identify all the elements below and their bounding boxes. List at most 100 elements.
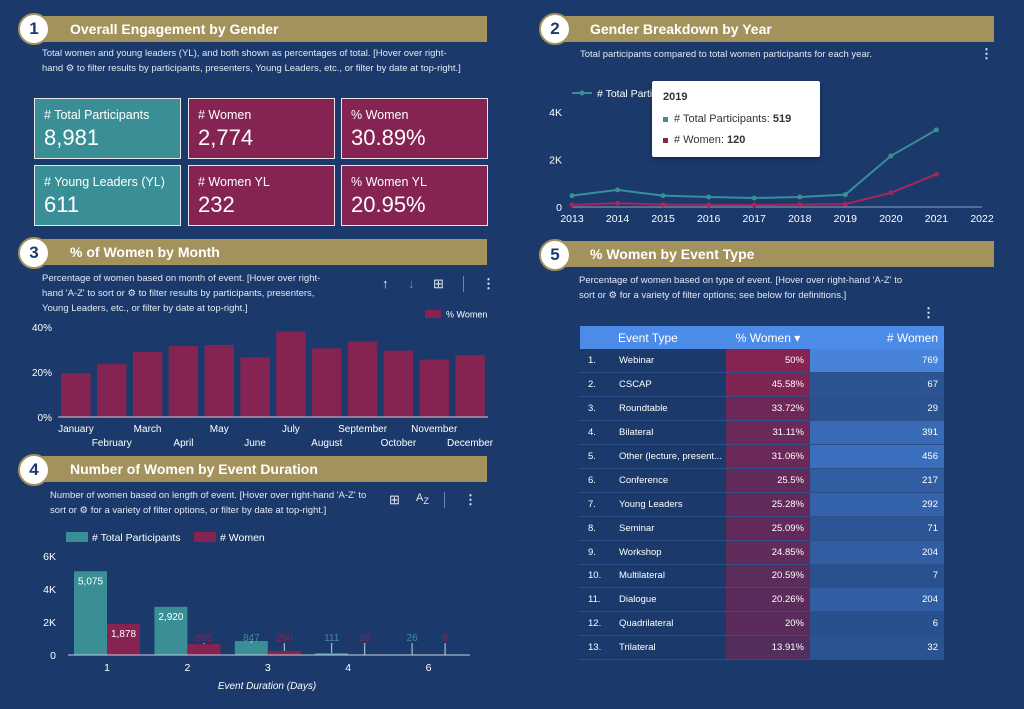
bar-duration-2-women[interactable] xyxy=(187,644,221,655)
more-vert-icon[interactable]: ⋮ xyxy=(464,492,477,507)
table-row[interactable]: 2. CSCAP 45.58% 67 xyxy=(580,372,944,398)
legend-swatch xyxy=(425,310,441,318)
series-point-1[interactable] xyxy=(615,200,621,206)
table-row[interactable]: 5. Other (lecture, present... 31.06% 456 xyxy=(580,444,944,469)
x-tick-label: 2022 xyxy=(970,213,994,225)
more-vert-icon[interactable]: ⋮ xyxy=(922,305,935,320)
series-point-0[interactable] xyxy=(615,187,621,193)
chart-settings-icon[interactable]: ⊞ xyxy=(433,276,444,291)
kpi-pct-women-yl: % Women YL 20.95% xyxy=(341,165,488,226)
table-row[interactable]: 6. Conference 25.5% 217 xyxy=(580,468,944,493)
kpi-label: # Women xyxy=(198,108,252,122)
series-point-1[interactable] xyxy=(706,202,712,208)
bar-duration-1-total[interactable] xyxy=(74,571,107,655)
more-vert-icon[interactable]: ⋮ xyxy=(980,46,993,61)
row-women-count: 29 xyxy=(810,396,944,422)
bar-december[interactable] xyxy=(455,355,485,417)
series-point-1[interactable] xyxy=(842,201,848,207)
bar-october[interactable] xyxy=(383,350,414,417)
bar-may[interactable] xyxy=(204,345,234,417)
section-1-description: Total women and young leaders (YL), and … xyxy=(42,46,482,76)
x-tick-label: 2013 xyxy=(560,213,584,225)
bar-june[interactable] xyxy=(240,357,270,417)
bar-march[interactable] xyxy=(132,351,163,417)
table-row[interactable]: 13. Trilateral 13.91% 32 xyxy=(580,635,944,661)
kpi-label: # Total Participants xyxy=(44,108,150,122)
x-tick-label: June xyxy=(244,438,266,449)
x-tick-label: 2019 xyxy=(834,213,858,225)
bar-value-label: 665 xyxy=(196,633,213,644)
row-event-type-cell: 6. Conference xyxy=(580,468,726,493)
table-row[interactable]: 1. Webinar 50% 769 xyxy=(580,349,944,374)
az-sort-icon[interactable]: AZ xyxy=(416,492,429,507)
series-point-1[interactable] xyxy=(888,190,894,196)
bar-september[interactable] xyxy=(347,341,378,417)
bar-august[interactable] xyxy=(312,348,342,417)
chart-settings-icon[interactable]: ⊞ xyxy=(389,492,400,507)
row-women-count: 204 xyxy=(810,587,944,613)
y-tick-label: 4K xyxy=(43,584,56,596)
bar-april[interactable] xyxy=(168,346,199,417)
table-row[interactable]: 9. Workshop 24.85% 204 xyxy=(580,540,944,565)
bar-july[interactable] xyxy=(276,331,306,418)
section-5-description: Percentage of women based on type of eve… xyxy=(579,273,919,303)
tooltip-total-label: # Total Participants: xyxy=(674,113,770,125)
bar-duration-2-total[interactable] xyxy=(154,606,188,655)
bar-duration-4-total[interactable] xyxy=(315,653,349,655)
bar-value-label: 26 xyxy=(407,633,419,644)
arrow-up-icon[interactable]: ↑ xyxy=(382,276,389,291)
row-women-count: 292 xyxy=(810,492,944,517)
legend-label: # Women xyxy=(220,532,265,544)
bar-duration-3-women[interactable] xyxy=(267,650,301,655)
section-1-number: 1 xyxy=(18,13,50,45)
series-point-0[interactable] xyxy=(888,153,894,159)
x-axis-title: Event Duration (Days) xyxy=(218,681,316,692)
series-point-0[interactable] xyxy=(933,127,939,133)
kpi-total-participants: # Total Participants 8,981 xyxy=(34,98,181,159)
bar-duration-3-total[interactable] xyxy=(234,641,268,655)
series-point-0[interactable] xyxy=(751,195,757,201)
section-3-header: % of Women by Month xyxy=(30,239,487,265)
table-row[interactable]: 7. Young Leaders 25.28% 292 xyxy=(580,492,944,517)
bar-duration-1-women[interactable] xyxy=(107,624,140,655)
x-tick-label: 2020 xyxy=(879,213,903,225)
bar-november[interactable] xyxy=(419,359,449,417)
series-point-0[interactable] xyxy=(797,194,803,200)
table-row[interactable]: 11. Dialogue 20.26% 204 xyxy=(580,587,944,613)
row-rank: 11. xyxy=(588,594,601,606)
row-event-type-cell: 4. Bilateral xyxy=(580,420,726,446)
bar-february[interactable] xyxy=(97,364,127,417)
series-point-0[interactable] xyxy=(706,194,712,200)
series-point-1[interactable] xyxy=(933,171,939,177)
column-header-women-count[interactable]: # Women xyxy=(810,326,944,349)
desc-line: Total participants compared to total wom… xyxy=(580,49,873,60)
row-women-count: 67 xyxy=(810,372,944,398)
series-point-1[interactable] xyxy=(751,202,757,208)
series-point-0[interactable] xyxy=(842,192,848,198)
series-point-1[interactable] xyxy=(660,202,666,208)
desc-line: Young Leaders, etc., or filter by date a… xyxy=(42,303,248,314)
series-point-1[interactable] xyxy=(797,202,803,208)
row-event-type-cell: 13. Trilateral xyxy=(580,635,726,661)
section-4-description: Number of women based on length of event… xyxy=(50,488,380,518)
table-row[interactable]: 4. Bilateral 31.11% 391 xyxy=(580,420,944,446)
kpi-label: % Women YL xyxy=(351,175,427,189)
table-row[interactable]: 12. Quadrilateral 20% 6 xyxy=(580,611,944,637)
row-event-type: Workshop xyxy=(619,546,662,558)
series-point-0[interactable] xyxy=(660,193,666,199)
x-tick-label: March xyxy=(134,424,162,435)
arrow-down-icon[interactable]: ↓ xyxy=(408,276,415,291)
series-point-1[interactable] xyxy=(569,202,575,208)
x-tick-label: 3 xyxy=(265,662,271,674)
more-vert-icon[interactable]: ⋮ xyxy=(482,276,495,291)
table-row[interactable]: 10. Multilateral 20.59% 7 xyxy=(580,564,944,589)
y-tick-label: 2K xyxy=(43,617,56,629)
bar-value-label: 847 xyxy=(243,633,260,644)
column-header-event-type[interactable]: Event Type xyxy=(580,326,726,349)
table-row[interactable]: 3. Roundtable 33.72% 29 xyxy=(580,396,944,422)
column-header-pct-women[interactable]: % Women ▾ xyxy=(726,326,810,349)
bar-january[interactable] xyxy=(61,373,91,417)
table-row[interactable]: 8. Seminar 25.09% 71 xyxy=(580,516,944,541)
row-rank: 3. xyxy=(588,403,596,415)
series-point-0[interactable] xyxy=(569,193,575,199)
